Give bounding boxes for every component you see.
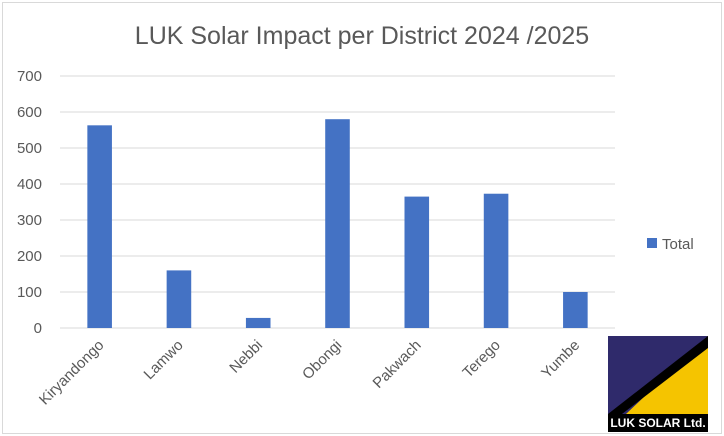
x-tick-label: Yumbe (538, 337, 583, 382)
bar-pakwach (404, 196, 430, 328)
legend: Total (647, 236, 694, 253)
legend-swatch-total (647, 238, 657, 248)
x-tick-label: Pakwach (370, 337, 425, 392)
bar-terego (483, 193, 509, 328)
bars (87, 119, 588, 328)
y-tick-label: 200 (17, 248, 42, 265)
x-tick-label: Terego (459, 337, 503, 381)
bar-nebbi (245, 317, 271, 328)
legend-label-total: Total (662, 236, 694, 253)
chart-title: LUK Solar Impact per District 2024 /2025 (135, 22, 589, 50)
x-tick-label: Obongi (299, 337, 345, 383)
bar-lamwo (166, 270, 192, 328)
luk-solar-logo: LUK SOLAR Ltd. (608, 336, 708, 432)
x-tick-label: Lamwo (141, 337, 187, 383)
bar-kiryandongo (87, 125, 112, 328)
x-tick-label: Nebbi (226, 337, 266, 377)
y-tick-label: 100 (17, 284, 42, 301)
y-tick-label: 500 (17, 140, 42, 157)
y-tick-label: 700 (17, 68, 42, 85)
bar-yumbe (563, 292, 588, 328)
x-tick-label: Kiryandongo (36, 337, 108, 409)
logo-diagonal-band (608, 336, 708, 414)
logo-text: LUK SOLAR Ltd. (610, 416, 705, 430)
y-tick-label: 400 (17, 176, 42, 193)
y-axis-ticks: 0 100 200 300 400 500 600 700 (17, 68, 42, 337)
bar-obongi (325, 119, 350, 328)
logo-text-band (608, 414, 708, 432)
y-tick-label: 600 (17, 104, 42, 121)
y-tick-label: 300 (17, 212, 42, 229)
x-axis-ticks: Kiryandongo Lamwo Nebbi Obongi Pakwach Terego… (36, 337, 583, 409)
y-tick-label: 0 (34, 320, 42, 337)
